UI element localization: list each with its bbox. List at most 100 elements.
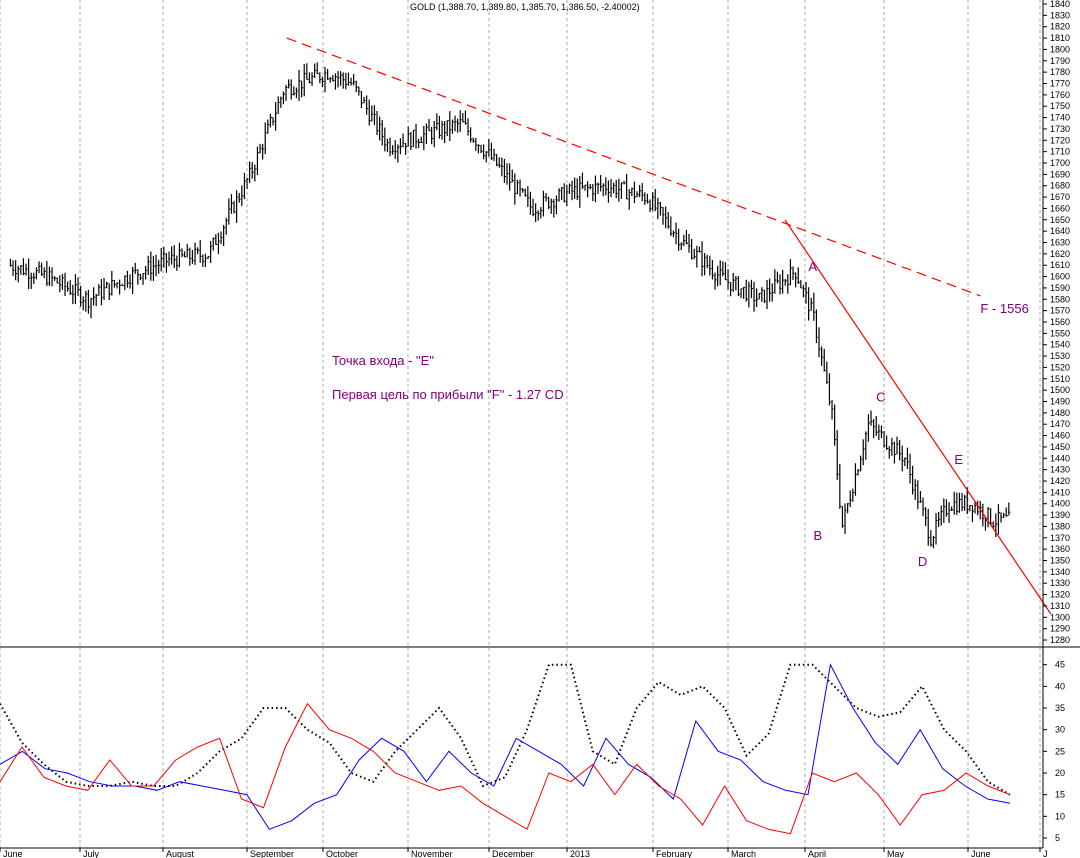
price-tick-label: 1780 <box>1050 67 1070 77</box>
price-tick-label: 1500 <box>1050 385 1070 395</box>
point-label: F - 1556 <box>980 301 1028 316</box>
price-tick-label: 1680 <box>1050 181 1070 191</box>
di-minus-line <box>0 702 1011 835</box>
x-tick-label: February <box>656 849 693 858</box>
price-tick-label: 1350 <box>1050 556 1070 566</box>
price-tick-label: 1810 <box>1050 33 1070 43</box>
indicator-tick-label: 15 <box>1055 790 1065 800</box>
price-tick-label: 1790 <box>1050 56 1070 66</box>
price-tick-label: 1730 <box>1050 124 1070 134</box>
price-tick-label: 1430 <box>1050 465 1070 475</box>
x-tick-label: May <box>887 849 905 858</box>
x-tick-label: March <box>731 849 756 858</box>
x-tick-label: J <box>1043 849 1048 858</box>
price-tick-label: 1650 <box>1050 215 1070 225</box>
price-tick-label: 1290 <box>1050 624 1070 634</box>
price-tick-label: 1820 <box>1050 22 1070 32</box>
price-tick-label: 1310 <box>1050 601 1070 611</box>
price-bars <box>9 62 1011 549</box>
price-tick-label: 1590 <box>1050 283 1070 293</box>
indicator-tick-label: 40 <box>1055 681 1065 691</box>
indicator-tick-label: 10 <box>1055 811 1065 821</box>
x-tick-label: April <box>808 849 826 858</box>
price-tick-label: 1580 <box>1050 294 1070 304</box>
price-tick-label: 1480 <box>1050 408 1070 418</box>
grid-lines <box>0 0 1041 848</box>
price-tick-label: 1340 <box>1050 567 1070 577</box>
x-tick-label: October <box>326 849 358 858</box>
indicator-tick-label: 35 <box>1055 703 1065 713</box>
indicator-tick-label: 25 <box>1055 746 1065 756</box>
indicator-tick-label: 20 <box>1055 768 1065 778</box>
chart-header: GOLD (1,388.70, 1,389.80, 1,385.70, 1,38… <box>410 2 640 12</box>
price-tick-label: 1300 <box>1050 612 1070 622</box>
price-tick-label: 1320 <box>1050 590 1070 600</box>
indicator-lines <box>0 663 1011 835</box>
price-tick-label: 1420 <box>1050 476 1070 486</box>
price-tick-label: 1630 <box>1050 238 1070 248</box>
price-tick-label: 1800 <box>1050 44 1070 54</box>
price-tick-label: 1600 <box>1050 272 1070 282</box>
price-tick-label: 1610 <box>1050 260 1070 270</box>
point-label: A <box>808 259 817 274</box>
price-tick-label: 1720 <box>1050 135 1070 145</box>
price-tick-label: 1520 <box>1050 362 1070 372</box>
entry-point-annotation: Точка входа - "E" <box>332 353 434 368</box>
x-tick-label: July <box>83 849 100 858</box>
price-tick-label: 1510 <box>1050 374 1070 384</box>
price-tick-label: 1760 <box>1050 90 1070 100</box>
point-label: E <box>954 452 963 467</box>
x-tick-label: November <box>411 849 453 858</box>
trend-line <box>784 219 1052 615</box>
price-tick-label: 1700 <box>1050 158 1070 168</box>
point-label: D <box>918 554 927 569</box>
resistance-line <box>286 37 981 297</box>
price-tick-label: 1470 <box>1050 419 1070 429</box>
x-tick-label: August <box>166 849 195 858</box>
price-tick-label: 1540 <box>1050 340 1070 350</box>
price-tick-label: 1440 <box>1050 453 1070 463</box>
x-tick-label: June <box>3 849 23 858</box>
x-tick-label: June <box>971 849 991 858</box>
di-plus-line <box>0 663 1011 830</box>
price-tick-label: 1390 <box>1050 510 1070 520</box>
price-tick-label: 1690 <box>1050 169 1070 179</box>
profit-target-annotation: Первая цель по прибыли "F" - 1.27 CD <box>332 387 564 402</box>
price-tick-label: 1280 <box>1050 635 1070 645</box>
indicator-tick-label: 5 <box>1055 833 1060 843</box>
point-label: B <box>814 528 823 543</box>
price-tick-label: 1750 <box>1050 101 1070 111</box>
indicator-tick-label: 45 <box>1055 660 1065 670</box>
price-tick-label: 1400 <box>1050 499 1070 509</box>
price-tick-label: 1450 <box>1050 442 1070 452</box>
price-tick-label: 1570 <box>1050 306 1070 316</box>
x-tick-label: December <box>492 849 534 858</box>
price-tick-label: 1410 <box>1050 487 1070 497</box>
price-tick-label: 1710 <box>1050 147 1070 157</box>
x-tick-label: September <box>250 849 294 858</box>
point-label: C <box>876 390 885 405</box>
indicator-tick-label: 30 <box>1055 725 1065 735</box>
point-labels: A B C D E F - 1556 <box>808 259 1029 569</box>
x-tick-label: 2013 <box>570 849 590 858</box>
price-tick-label: 1740 <box>1050 113 1070 123</box>
price-tick-label: 1560 <box>1050 317 1070 327</box>
price-tick-label: 1830 <box>1050 10 1070 20</box>
price-tick-label: 1550 <box>1050 328 1070 338</box>
price-tick-label: 1670 <box>1050 192 1070 202</box>
price-tick-label: 1770 <box>1050 79 1070 89</box>
price-tick-label: 1640 <box>1050 226 1070 236</box>
price-tick-label: 1660 <box>1050 203 1070 213</box>
price-tick-label: 1530 <box>1050 351 1070 361</box>
price-tick-label: 1330 <box>1050 578 1070 588</box>
trend-lines <box>286 37 1052 615</box>
price-tick-label: 1370 <box>1050 533 1070 543</box>
price-tick-label: 1840 <box>1050 0 1070 9</box>
price-tick-label: 1490 <box>1050 397 1070 407</box>
price-tick-label: 1360 <box>1050 544 1070 554</box>
price-tick-label: 1460 <box>1050 431 1070 441</box>
price-tick-label: 1620 <box>1050 249 1070 259</box>
price-tick-label: 1380 <box>1050 521 1070 531</box>
